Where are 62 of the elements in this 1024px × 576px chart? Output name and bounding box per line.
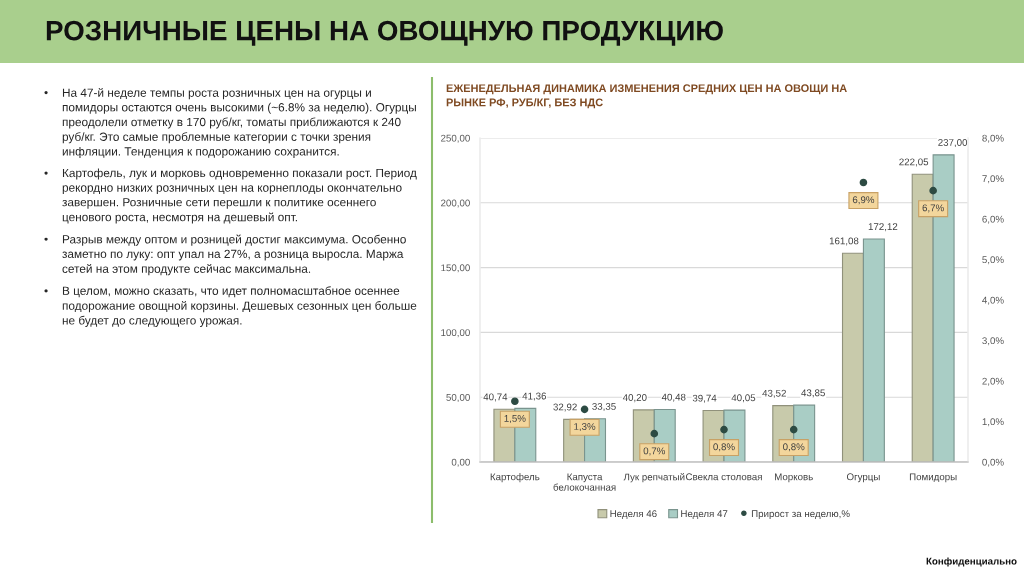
legend-label: Неделя 47 (681, 510, 728, 519)
legend-label: Прирост за неделю,% (751, 510, 850, 520)
data-label: 43,52 (762, 389, 786, 398)
point (580, 405, 589, 414)
point (859, 178, 868, 187)
text: • Картофель, лук и морковь одновременно показали рост. Период рекордно низких розничных цен на корнеплоды окончательно завершен. Розничные сети перешли к политике осеннего ценового роста, несмотря на дешевый опт. (44, 168, 417, 224)
text: • Разрыв между оптом и розницей достиг максимума. Особенно заметно по луку: опт упал на 27%, а розница выросла. Маржа сетей на этом продукте сейчас максимальна. (44, 234, 406, 276)
data-label: 6,9% (852, 196, 875, 205)
y2-tick-label: 2,0% (982, 377, 1004, 386)
point (929, 186, 937, 195)
data-label: 0,7% (643, 447, 666, 456)
text: • В целом, можно сказать, что идет полномасштабное осеннее подорожание овощной корзины. Дешевых сезонных цен больше не будет до следующего урожая. (44, 286, 417, 327)
data-label: 40,05 (731, 394, 756, 403)
data-label: 172,12 (868, 223, 898, 232)
data-label: 0,8% (713, 443, 735, 452)
x-tick-label: Капуста белокочанная (553, 473, 616, 491)
text: Конфиденциально (926, 557, 1017, 567)
data-label: 40,48 (661, 393, 686, 402)
x-tick-label: Картофель (490, 473, 540, 483)
text: • На 47-й неделе темпы роста розничных цен на огурцы и помидоры остаются очень высокими (~6.8% за неделю). Огурцы преодолели отметку в 170 руб/кг, томаты приближаются к 240 руб/кг. Это самые проблемные категории с точки зрения инфляции. Тенденция к подорожанию сохранится. (44, 88, 416, 158)
data-label: 6,7% (922, 204, 944, 213)
data-label: 43,85 (801, 389, 825, 398)
y2-tick-label: 1,0% (982, 418, 1004, 427)
x-tick-label: Морковь (775, 473, 813, 483)
x-tick-label: Огурцы (846, 473, 880, 483)
data-label: 41,36 (522, 392, 547, 401)
y2-tick-label: 4,0% (982, 296, 1004, 305)
y-tick-label: 100,00 (441, 329, 470, 338)
y-tick-label: 200,00 (441, 199, 470, 208)
point (511, 397, 519, 406)
point (789, 425, 798, 434)
y2-tick-label: 5,0% (982, 256, 1004, 265)
y2-tick-label: 6,0% (982, 215, 1004, 224)
data-label: 40,20 (622, 394, 647, 403)
data-label: 161,08 (829, 237, 859, 246)
x-tick-label: Лук репчатый (623, 473, 685, 483)
y2-tick-label: 8,0% (982, 134, 1004, 143)
y-tick-label: 50,00 (446, 393, 470, 402)
x-tick-label: Помидоры (909, 473, 957, 483)
bar (841, 252, 864, 462)
data-label: 237,00 (938, 139, 968, 148)
chart-title: РОЗНИЧНЫЕ ЦЕНЫ НА ОВОЩНУЮ ПРОДУКЦИЮ (46, 20, 723, 46)
point (720, 425, 728, 434)
y-tick-label: 250,00 (441, 134, 470, 143)
data-label: 40,74 (483, 393, 508, 402)
legend-label: Неделя 46 (610, 510, 657, 519)
data-label: 39,74 (692, 394, 717, 403)
y-tick-label: 0,00 (451, 458, 470, 467)
y2-tick-label: 7,0% (982, 175, 1004, 184)
data-label: 1,5% (504, 415, 526, 424)
x-tick-label: Свекла столовая (686, 473, 762, 481)
data-label: 222,05 (899, 158, 929, 167)
data-label: 0,8% (783, 443, 805, 452)
bar (862, 238, 885, 462)
data-label: 32,92 (553, 403, 577, 412)
data-label: 1,3% (574, 423, 596, 432)
point (650, 429, 659, 438)
chart-subtitle: ЕЖЕНЕДЕЛЬНАЯ ДИНАМИКА ИЗМЕНЕНИЯ СРЕДНИХ ЦЕН НА ОВОЩИ НА РЫНКЕ РФ, РУБ/КГ, БЕЗ НДС (446, 84, 847, 109)
y2-tick-label: 0,0% (982, 458, 1004, 467)
data-label: 33,35 (592, 402, 616, 412)
y-tick-label: 150,00 (441, 264, 470, 273)
y2-tick-label: 3,0% (982, 337, 1004, 346)
